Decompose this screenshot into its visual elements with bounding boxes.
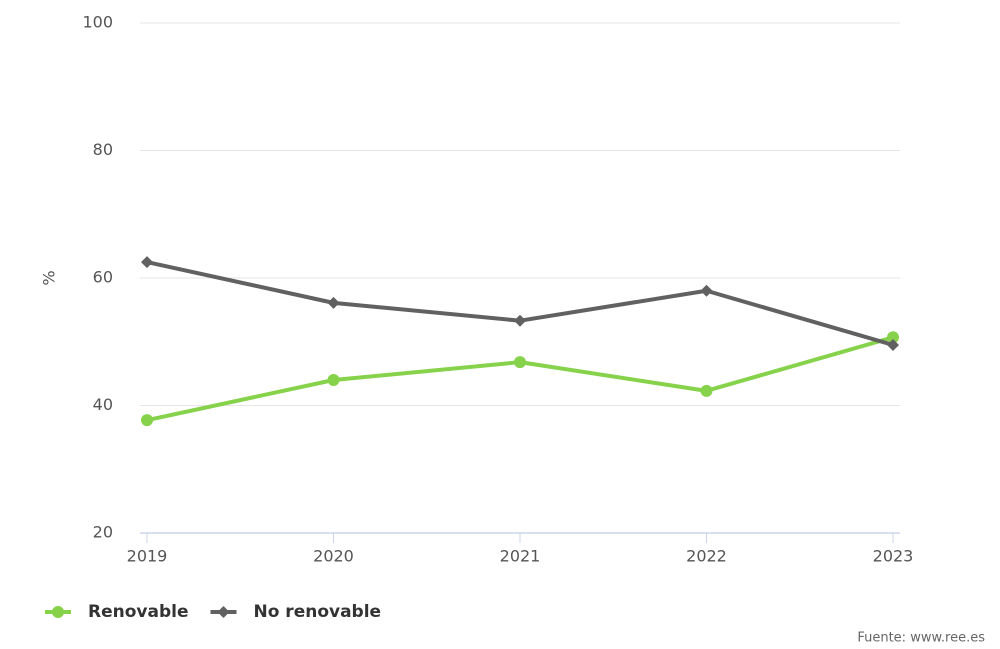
point [700,284,713,297]
y-tick-label: 80 [93,140,113,159]
point [141,414,153,427]
point [514,356,526,369]
x-tick-label: 2021 [500,547,541,566]
y-axis-label: % [40,270,59,285]
point [52,606,64,618]
x-tick-label: 2023 [873,547,914,566]
x-tick-label: 2019 [127,547,168,566]
y-tick-label: 100 [82,13,113,32]
y-tick-label: 20 [93,523,113,542]
y-tick-label: 60 [93,268,113,287]
series-line [146,260,894,347]
y-tick-label: 40 [93,395,113,414]
x-tick-label: 2022 [686,547,727,566]
point [327,296,340,309]
legend-label: No renovable [253,602,381,622]
point [514,314,526,327]
point [217,606,230,618]
point [887,338,899,351]
point [887,331,899,344]
source: Fuente: www.ree.es [857,631,985,646]
point [327,374,340,386]
legend-label: Renovable [88,602,188,622]
series-line [146,335,894,423]
point [700,384,713,397]
point [141,256,153,269]
x-tick-label: 2020 [313,547,354,566]
